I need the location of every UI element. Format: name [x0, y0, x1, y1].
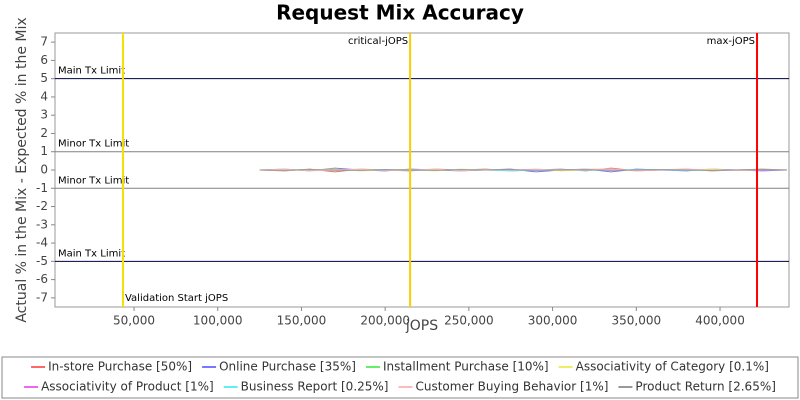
legend-item: Installment Purchase [10%]: [365, 360, 549, 374]
x-tick-label: 150,000: [277, 314, 327, 328]
legend-box: [1, 356, 799, 399]
y-tick-label: -2: [36, 199, 48, 213]
limit-label: Minor Tx Limit: [58, 175, 129, 186]
legend-item: Online Purchase [35%]: [202, 360, 356, 374]
legend-label: Customer Buying Behavior [1%]: [415, 380, 608, 394]
y-tick-label: -6: [36, 272, 48, 286]
legend-label: Associativity of Product [1%]: [41, 380, 214, 394]
limit-label: Main Tx Limit: [58, 248, 125, 259]
y-tick-label: -7: [36, 290, 48, 304]
y-tick-label: 3: [40, 108, 48, 122]
y-tick-label: -3: [36, 217, 48, 231]
y-tick-label: 5: [40, 71, 48, 85]
legend-label: Online Purchase [35%]: [219, 360, 356, 374]
marker-label: max-jOPS: [707, 36, 755, 47]
y-tick-label: -5: [36, 254, 48, 268]
x-tick-label: 100,000: [193, 314, 243, 328]
x-tick-label: 350,000: [611, 314, 661, 328]
y-tick-label: -4: [36, 236, 48, 250]
chart-title: Request Mix Accuracy: [276, 1, 524, 25]
legend-label: Product Return [2.65%]: [635, 380, 776, 394]
legend-item: Business Report [0.25%]: [223, 380, 389, 394]
series-line: [259, 169, 787, 171]
x-tick-label: 250,000: [444, 314, 494, 328]
y-tick-label: 1: [40, 144, 48, 158]
y-tick-label: 7: [40, 35, 48, 49]
x-axis-label: jOPS: [405, 318, 438, 334]
legend-item: In-store Purchase [50%]: [31, 360, 192, 374]
marker-label: Validation Start jOPS: [125, 293, 228, 304]
legend-label: In-store Purchase [50%]: [48, 360, 192, 374]
limit-label: Minor Tx Limit: [58, 139, 129, 150]
y-tick-label: 4: [40, 89, 48, 103]
limit-label: Main Tx Limit: [58, 66, 125, 77]
legend-item: Customer Buying Behavior [1%]: [398, 380, 608, 394]
legend-item: Associativity of Category [0.1%]: [558, 360, 769, 374]
x-tick-label: 200,000: [360, 314, 410, 328]
y-tick-label: 6: [40, 53, 48, 67]
x-tick-label: 400,000: [695, 314, 745, 328]
legend-label: Associativity of Category [0.1%]: [576, 360, 769, 374]
legend-label: Installment Purchase [10%]: [383, 360, 549, 374]
y-tick-label: 0: [40, 163, 48, 177]
y-tick-label: -1: [36, 181, 48, 195]
legend-item: Product Return [2.65%]: [618, 380, 776, 394]
x-tick-label: 50,000: [113, 314, 155, 328]
y-axis-label: Actual % in the Mix - Expected % in the …: [14, 17, 30, 322]
legend-label: Business Report [0.25%]: [241, 380, 389, 394]
x-tick-label: 300,000: [528, 314, 578, 328]
y-tick-label: 2: [40, 126, 48, 140]
marker-label: critical-jOPS: [348, 36, 408, 47]
legend-item: Associativity of Product [1%]: [24, 380, 214, 394]
